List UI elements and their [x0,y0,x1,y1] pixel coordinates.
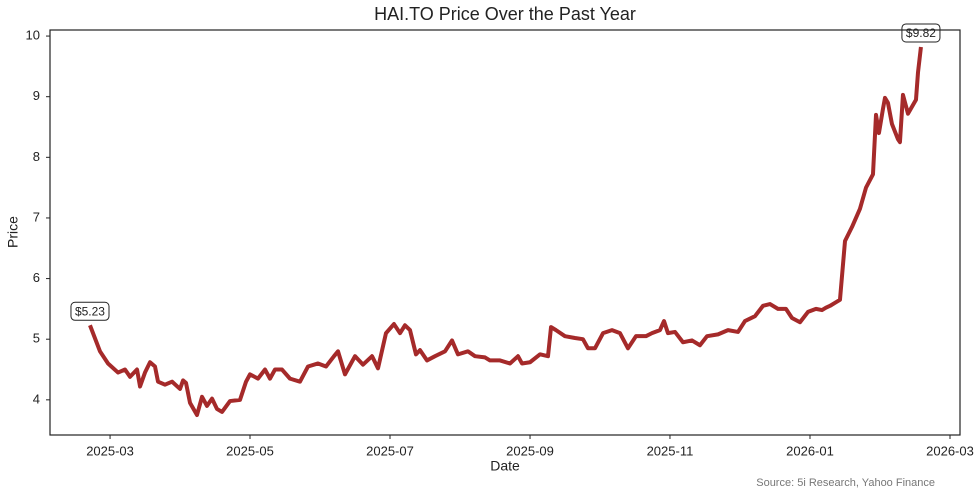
x-tick-label: 2025-11 [647,443,694,458]
plot-frame [49,29,961,436]
source-note: Source: 5i Research, Yahoo Finance [756,477,935,489]
x-tick-label: 2025-05 [226,443,274,458]
x-tick-label: 2026-01 [786,443,834,458]
annotation-label: $5.23 [75,304,105,318]
y-tick-label: 4 [33,391,40,406]
annotation-label: $9.82 [906,26,936,40]
y-tick-label: 5 [33,331,40,346]
x-tick-label: 2026-03 [926,443,974,458]
x-tick-label: 2025-07 [366,443,414,458]
y-axis-label: Price [5,216,21,248]
annotation: $9.82 [901,23,941,43]
annotation-box [901,23,941,43]
annotation-box [70,301,110,321]
y-tick-label: 8 [33,149,40,164]
y-tick-label: 9 [33,88,40,103]
annotation: $5.23 [70,301,110,321]
y-tick-label: 7 [33,209,40,224]
y-tick-label: 10 [26,28,40,43]
x-tick-label: 2025-09 [506,443,554,458]
y-tick-label: 6 [33,270,40,285]
chart-title: HAI.TO Price Over the Past Year [374,4,636,24]
price-line [88,46,923,417]
x-axis-label: Date [490,458,520,474]
x-tick-label: 2025-03 [86,443,134,458]
